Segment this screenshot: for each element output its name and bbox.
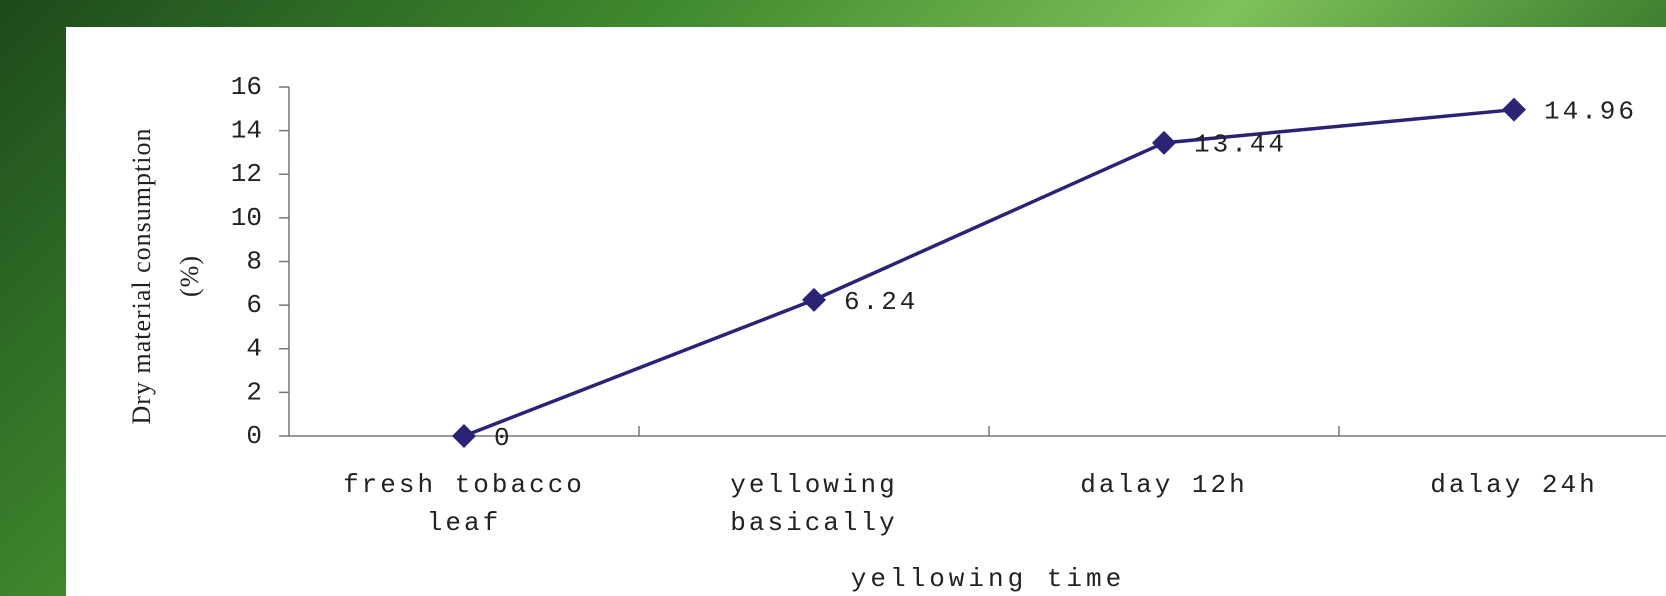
marker	[1502, 98, 1526, 122]
y-tick-label: 12	[231, 159, 262, 189]
data-label: 0	[494, 423, 513, 453]
page: 0 2 4 6 8 10 12 14 16 0 6.24 13.44 14.96 Dry materia…	[0, 0, 1666, 596]
x-axis-title: yellowing time	[788, 564, 1188, 594]
y-tick-label: 0	[246, 421, 262, 451]
data-label: 6.24	[844, 287, 918, 317]
y-tick-label: 16	[231, 72, 262, 102]
x-tick-label: fresh tobacco leaf	[329, 466, 599, 542]
y-tick-label: 8	[246, 246, 262, 276]
data-label: 13.44	[1194, 130, 1287, 160]
y-axis-title-line: (%)	[166, 56, 214, 496]
y-tick-label: 14	[231, 116, 262, 146]
y-tick-label: 6	[246, 290, 262, 320]
x-tick-label: dalay 24h	[1379, 466, 1649, 504]
x-tick-label: yellowing basically	[679, 466, 949, 542]
marker	[1152, 131, 1176, 155]
x-tick-label: dalay 12h	[1029, 466, 1299, 504]
y-axis-title-line: Dry material consumption	[118, 56, 166, 496]
marker	[452, 424, 476, 448]
line	[464, 110, 1514, 436]
y-tick-label: 10	[231, 203, 262, 233]
data-label: 14.96	[1544, 97, 1637, 127]
y-axis-title: Dry material consumption (%)	[118, 56, 214, 496]
y-tick-label: 2	[246, 377, 262, 407]
marker	[802, 288, 826, 312]
y-tick-label: 4	[246, 334, 262, 364]
